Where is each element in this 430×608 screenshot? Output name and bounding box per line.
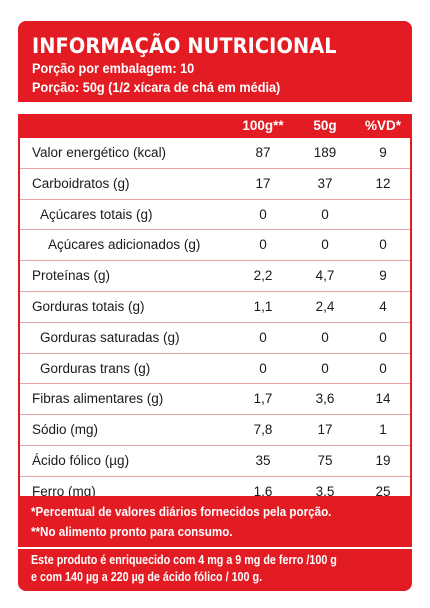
value-100g: 1,7 — [253, 391, 273, 407]
nutrient-name: Fibras alimentares (g) — [32, 391, 164, 407]
enrichment-folic-acid: e com 140 µg a 220 µg de ácido fólico / … — [31, 570, 263, 584]
table-row: Gorduras totais (g) 1,1 2,4 4 — [20, 292, 410, 323]
table-row: Açúcares totais (g) 0 0 — [20, 200, 410, 231]
value-vd: 9 — [379, 145, 387, 160]
table-header: 100g** 50g %VD* — [20, 114, 410, 138]
value-vd: 14 — [375, 391, 391, 407]
value-50g: 75 — [317, 453, 333, 468]
value-100g: 0 — [259, 360, 267, 376]
table-row: Gorduras saturadas (g) 0 0 0 — [20, 323, 410, 354]
servings-per-package: Porção por embalagem: 10 — [32, 61, 195, 76]
table-row: Proteínas (g) 2,2 4,7 9 — [20, 261, 410, 292]
table-row: Sódio (mg) 7,8 17 1 — [20, 415, 410, 446]
value-vd: 25 — [375, 483, 391, 499]
value-50g: 2,4 — [315, 299, 335, 314]
value-vd: 4 — [379, 299, 387, 314]
table-row: Fibras alimentares (g) 1,7 3,6 14 — [20, 384, 410, 416]
nutrient-name: Açúcares adicionados (g) — [48, 237, 201, 253]
nutrient-name: Ferro (mg) — [32, 483, 96, 499]
value-100g: 1,6 — [253, 483, 273, 499]
table-row: Carboidratos (g) 17 37 12 — [20, 169, 410, 200]
value-50g: 189 — [313, 145, 337, 160]
value-50g: 3,5 — [315, 483, 335, 499]
value-50g: 3,6 — [315, 391, 335, 407]
value-50g: 4,7 — [315, 268, 335, 284]
nutrient-name: Ácido fólico (µg) — [32, 453, 130, 468]
nutrient-name: Gorduras trans (g) — [40, 360, 151, 376]
value-100g: 17 — [255, 175, 271, 191]
table-row: Ácido fólico (µg) 35 75 19 — [20, 446, 410, 477]
nutrient-name: Valor energético (kcal) — [32, 145, 167, 160]
footnotes: *Percentual de valores diários fornecido… — [18, 496, 412, 548]
table-row: Ferro (mg) 1,6 3,5 25 — [20, 477, 410, 508]
enrichment-iron: Este produto é enriquecido com 4 mg a 9 … — [31, 553, 337, 567]
value-50g: 17 — [317, 422, 333, 438]
label-header: INFORMAÇÃO NUTRICIONAL Porção por embala… — [18, 21, 412, 102]
footnote-ready-to-eat: **No alimento pronto para consumo. — [31, 525, 233, 539]
table-row: Valor energético (kcal) 87 189 9 — [20, 138, 410, 169]
value-vd: 0 — [379, 360, 387, 376]
table-row: Gorduras trans (g) 0 0 0 — [20, 354, 410, 385]
value-100g: 35 — [255, 453, 271, 468]
value-100g: 87 — [255, 145, 271, 160]
value-50g: 0 — [321, 206, 329, 222]
value-vd: 1 — [379, 422, 387, 438]
value-vd: 12 — [375, 175, 391, 191]
value-50g: 37 — [317, 175, 333, 191]
value-100g: 0 — [259, 206, 267, 222]
column-header-50g: 50g — [313, 118, 337, 133]
value-100g: 0 — [259, 329, 267, 345]
value-50g: 0 — [321, 237, 329, 253]
value-50g: 0 — [321, 329, 329, 345]
column-header-100g: 100g** — [242, 118, 284, 133]
table-row: Açúcares adicionados (g) 0 0 0 — [20, 230, 410, 262]
value-vd: 0 — [379, 329, 387, 345]
enrichment-note: Este produto é enriquecido com 4 mg a 9 … — [18, 547, 412, 591]
nutrient-name: Gorduras saturadas (g) — [40, 329, 180, 345]
value-100g: 0 — [259, 237, 267, 253]
nutrient-name: Sódio (mg) — [32, 422, 99, 438]
value-vd: 0 — [379, 237, 387, 253]
value-50g: 0 — [321, 360, 329, 376]
value-vd: 19 — [375, 453, 391, 468]
value-100g: 7,8 — [253, 422, 273, 438]
value-100g: 2,2 — [253, 268, 273, 284]
value-100g: 1,1 — [253, 299, 273, 314]
nutrient-name: Proteínas (g) — [32, 268, 111, 284]
nutrition-table: 100g** 50g %VD* Valor energético (kcal) 8… — [18, 114, 412, 508]
serving-size: Porção: 50g (1/2 xícara de chá em média) — [32, 80, 281, 95]
label-title: INFORMAÇÃO NUTRICIONAL — [32, 34, 337, 58]
nutrient-name: Carboidratos (g) — [32, 175, 130, 191]
footnote-daily-values: *Percentual de valores diários fornecido… — [31, 505, 332, 519]
nutrient-name: Gorduras totais (g) — [32, 299, 145, 314]
column-header-vd: %VD* — [364, 118, 401, 133]
nutrient-name: Açúcares totais (g) — [40, 206, 153, 222]
value-vd: 9 — [379, 268, 387, 284]
nutrition-label: INFORMAÇÃO NUTRICIONAL Porção por embala… — [18, 21, 412, 591]
